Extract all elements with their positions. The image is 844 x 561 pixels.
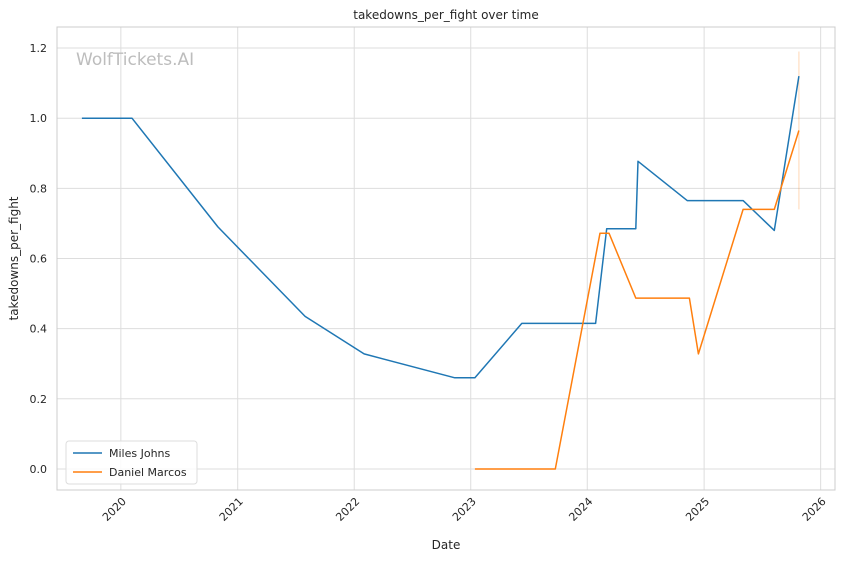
x-axis-label: Date: [432, 538, 461, 552]
x-tick-label-2026: 2026: [800, 495, 829, 524]
grid: [57, 27, 835, 490]
x-tick-label-2020: 2020: [100, 495, 129, 524]
series-line-daniel-marcos: [474, 130, 800, 470]
legend-label-daniel-marcos: Daniel Marcos: [109, 466, 187, 479]
y-tick-label-0.8: 0.8: [30, 182, 48, 195]
watermark: WolfTickets.AI: [76, 50, 194, 70]
y-tick-labels: 0.0 0.2 0.4 0.6 0.8 1.0 1.2: [30, 42, 48, 476]
x-tick-label-2024: 2024: [566, 495, 595, 524]
legend: Miles Johns Daniel Marcos: [65, 440, 198, 485]
legend-label-miles-johns: Miles Johns: [109, 447, 171, 460]
x-tick-label-2022: 2022: [333, 495, 362, 524]
y-tick-label-0.6: 0.6: [30, 253, 48, 266]
series-line-miles-johns: [81, 75, 800, 379]
x-tick-label-2021: 2021: [217, 495, 246, 524]
legend-box: [65, 440, 198, 485]
x-tick-labels: 2020 2021 2022 2023 2024 2025 2026: [100, 495, 829, 524]
series-lines: [81, 75, 800, 470]
y-tick-label-1.2: 1.2: [30, 42, 48, 55]
plot-area: [56, 26, 836, 491]
y-axis-label: takedowns_per_fight: [7, 196, 21, 320]
chart-title: takedowns_per_fight over time: [353, 8, 539, 22]
x-tick-label-2025: 2025: [683, 495, 712, 524]
y-tick-label-0.4: 0.4: [30, 323, 48, 336]
x-tick-label-2023: 2023: [450, 495, 479, 524]
y-tick-label-1.0: 1.0: [30, 112, 48, 125]
y-tick-label-0.2: 0.2: [30, 393, 48, 406]
y-tick-label-0.0: 0.0: [30, 463, 48, 476]
